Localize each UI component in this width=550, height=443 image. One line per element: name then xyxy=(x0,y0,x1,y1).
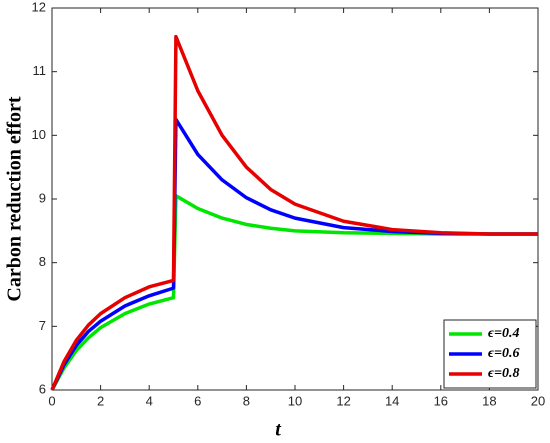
legend-label: ϵ=0.6 xyxy=(488,346,520,361)
legend-label: ϵ=0.4 xyxy=(488,326,520,341)
x-tick-label: 16 xyxy=(434,393,448,408)
x-tick-label: 10 xyxy=(288,393,302,408)
y-tick-label: 11 xyxy=(33,63,47,78)
x-tick-label: 14 xyxy=(385,393,399,408)
y-tick-label: 9 xyxy=(39,190,46,205)
x-tick-label: 12 xyxy=(336,393,350,408)
legend-label: ϵ=0.8 xyxy=(488,366,520,381)
x-tick-label: 4 xyxy=(146,393,153,408)
x-tick-label: 6 xyxy=(194,393,201,408)
line xyxy=(50,194,538,391)
y-tick-label: 10 xyxy=(32,127,46,142)
x-tick-label: 18 xyxy=(482,393,496,408)
x-tick-label: 0 xyxy=(48,393,55,408)
line xyxy=(50,34,538,391)
y-tick-label: 12 xyxy=(32,0,46,14)
x-tick-label: 2 xyxy=(97,393,104,408)
y-tick-label: 7 xyxy=(39,318,46,333)
y-axis-label: Carbon reduction effort xyxy=(4,96,26,301)
x-tick-label: 8 xyxy=(243,393,250,408)
y-tick-label: 8 xyxy=(39,254,46,269)
x-tick-label: 20 xyxy=(531,393,545,408)
y-tick-label: 6 xyxy=(39,381,46,396)
x-axis-label: t xyxy=(275,419,282,441)
line xyxy=(50,117,538,391)
